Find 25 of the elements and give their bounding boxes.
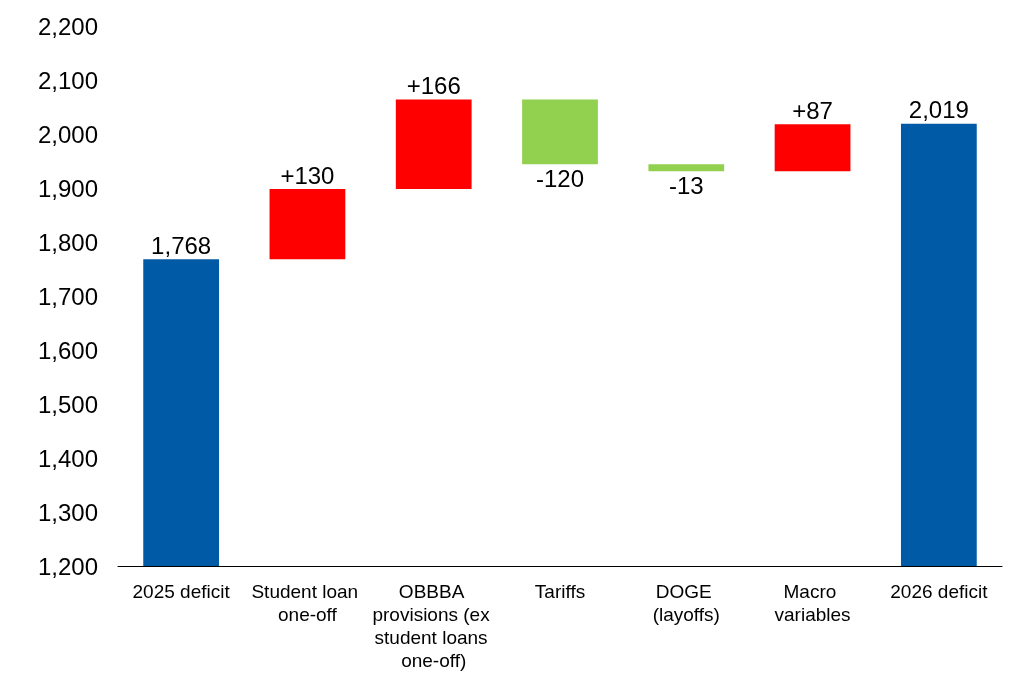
y-tick-label: 1,800	[37, 228, 98, 256]
x-tick-label: Tariffs	[534, 581, 586, 602]
y-tick-label: 2,200	[37, 12, 98, 40]
x-tick-label: 2025 deficit	[132, 581, 231, 602]
data-label: +166	[406, 71, 461, 99]
y-tick-label: 1,600	[37, 336, 98, 364]
data-label: +87	[792, 96, 833, 124]
x-tick-label: Macro variables	[774, 581, 851, 625]
data-label: -120	[535, 164, 585, 192]
data-label: 2,019	[908, 96, 969, 124]
data-label: -13	[668, 171, 704, 199]
y-tick-label: 1,200	[37, 552, 98, 580]
data-label: 1,768	[151, 231, 212, 259]
x-tick-label: DOGE (layoffs)	[652, 581, 720, 625]
y-tick-label: 1,400	[37, 444, 98, 472]
y-tick-label: 1,900	[37, 174, 98, 202]
y-tick-label: 1,500	[37, 390, 98, 418]
y-tick-label: 1,300	[37, 498, 98, 526]
y-tick-label: 1,700	[37, 282, 98, 310]
x-tick-label: 2026 deficit	[890, 581, 989, 602]
y-tick-label: 2,100	[37, 66, 98, 94]
y-tick-label: 2,000	[37, 120, 98, 148]
data-label: +130	[280, 161, 335, 189]
x-tick-label: Student loan one-off	[251, 581, 364, 625]
x-tick-label: OBBBA provisions (ex student loans one-off)	[372, 581, 495, 671]
